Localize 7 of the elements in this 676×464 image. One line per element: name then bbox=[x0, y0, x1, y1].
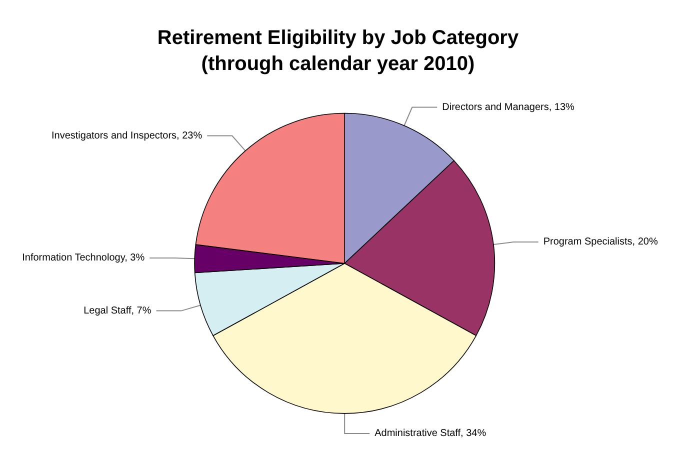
chart-title: Retirement Eligibility by Job Category (through calendar year 2010) bbox=[157, 27, 520, 75]
slice-label: Directors and Managers, 13% bbox=[442, 102, 575, 113]
slice-label: Information Technology, 3% bbox=[22, 252, 145, 264]
slice-label: Program Specialists, 20% bbox=[543, 236, 658, 248]
slice-label: Investigators and Inspectors, 23% bbox=[51, 130, 202, 142]
slice-label: Legal Staff, 7% bbox=[84, 305, 152, 316]
slice-label: Administrative Staff, 34% bbox=[374, 428, 486, 439]
